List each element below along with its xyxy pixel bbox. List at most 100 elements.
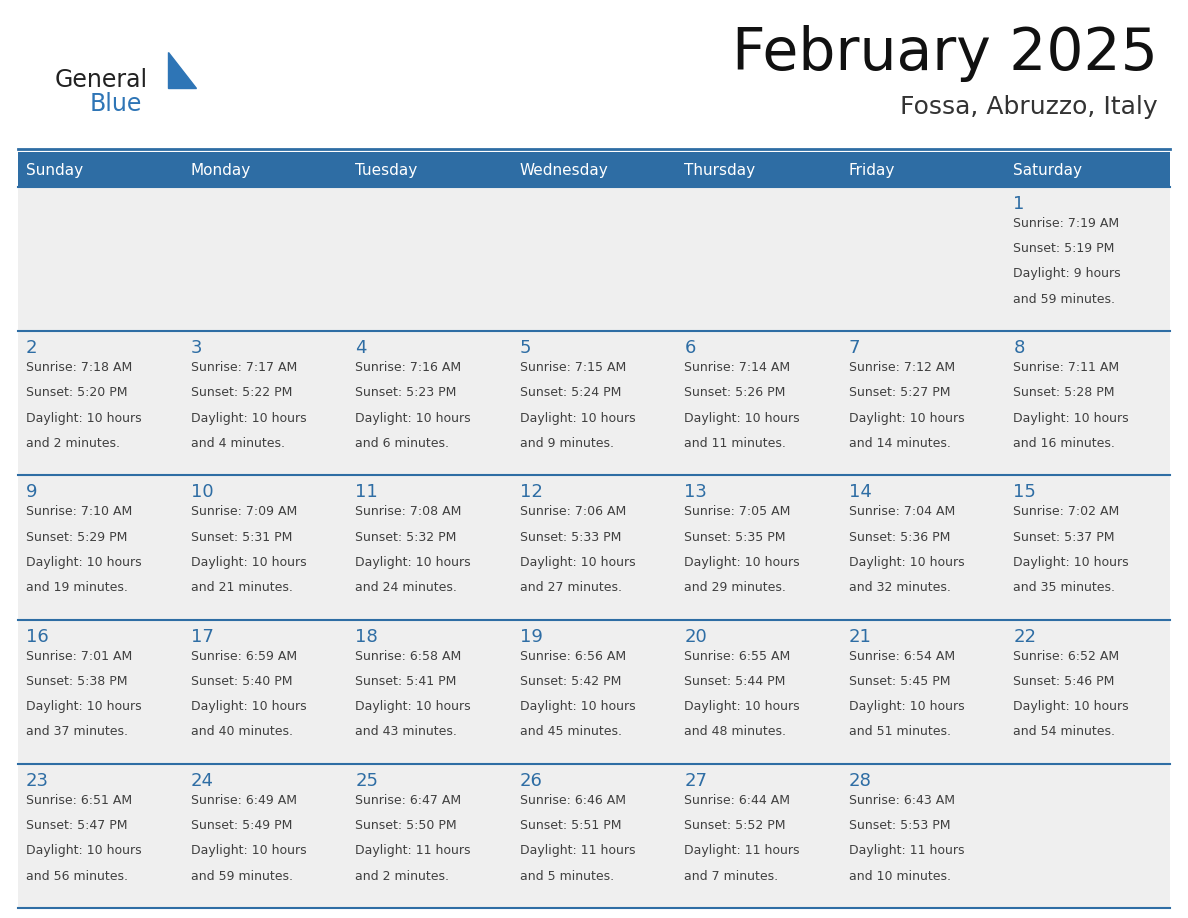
- Text: Monday: Monday: [190, 163, 251, 178]
- Text: Daylight: 10 hours: Daylight: 10 hours: [849, 411, 965, 425]
- Text: Sunset: 5:53 PM: Sunset: 5:53 PM: [849, 819, 950, 832]
- Text: Sunset: 5:40 PM: Sunset: 5:40 PM: [190, 675, 292, 688]
- Bar: [676, 764, 841, 908]
- Text: Daylight: 9 hours: Daylight: 9 hours: [1013, 267, 1121, 281]
- Text: 8: 8: [1013, 339, 1025, 357]
- Bar: [1005, 620, 1170, 764]
- Text: and 32 minutes.: and 32 minutes.: [849, 581, 950, 594]
- Text: and 5 minutes.: and 5 minutes.: [519, 869, 614, 882]
- Bar: [18, 476, 183, 620]
- Bar: [183, 764, 347, 908]
- Text: Sunrise: 7:02 AM: Sunrise: 7:02 AM: [1013, 506, 1119, 519]
- Bar: [183, 152, 347, 187]
- Text: 22: 22: [1013, 628, 1036, 645]
- Text: and 2 minutes.: and 2 minutes.: [355, 869, 449, 882]
- Text: Sunset: 5:38 PM: Sunset: 5:38 PM: [26, 675, 127, 688]
- Text: Daylight: 10 hours: Daylight: 10 hours: [190, 845, 307, 857]
- Text: 11: 11: [355, 484, 378, 501]
- Bar: [18, 764, 183, 908]
- Text: and 19 minutes.: and 19 minutes.: [26, 581, 128, 594]
- Text: and 27 minutes.: and 27 minutes.: [519, 581, 621, 594]
- Text: 15: 15: [1013, 484, 1036, 501]
- Bar: [841, 187, 1005, 331]
- Text: Sunrise: 7:04 AM: Sunrise: 7:04 AM: [849, 506, 955, 519]
- Text: Daylight: 10 hours: Daylight: 10 hours: [519, 411, 636, 425]
- Text: 2: 2: [26, 339, 38, 357]
- Text: Sunrise: 6:54 AM: Sunrise: 6:54 AM: [849, 650, 955, 663]
- Text: 21: 21: [849, 628, 872, 645]
- Text: and 11 minutes.: and 11 minutes.: [684, 437, 786, 450]
- Text: Daylight: 10 hours: Daylight: 10 hours: [26, 411, 141, 425]
- Text: and 37 minutes.: and 37 minutes.: [26, 725, 128, 738]
- Text: and 59 minutes.: and 59 minutes.: [190, 869, 292, 882]
- Text: Sunset: 5:44 PM: Sunset: 5:44 PM: [684, 675, 785, 688]
- Text: and 10 minutes.: and 10 minutes.: [849, 869, 950, 882]
- Text: Daylight: 10 hours: Daylight: 10 hours: [1013, 700, 1129, 713]
- Bar: [1005, 764, 1170, 908]
- Text: Daylight: 10 hours: Daylight: 10 hours: [355, 556, 470, 569]
- Text: and 24 minutes.: and 24 minutes.: [355, 581, 457, 594]
- Text: Daylight: 10 hours: Daylight: 10 hours: [26, 556, 141, 569]
- Text: Daylight: 11 hours: Daylight: 11 hours: [849, 845, 965, 857]
- Bar: [676, 331, 841, 476]
- Text: Daylight: 11 hours: Daylight: 11 hours: [355, 845, 470, 857]
- Text: Sunrise: 7:08 AM: Sunrise: 7:08 AM: [355, 506, 461, 519]
- Bar: [18, 620, 183, 764]
- Text: Sunset: 5:29 PM: Sunset: 5:29 PM: [26, 531, 127, 543]
- Bar: [676, 152, 841, 187]
- Text: Daylight: 10 hours: Daylight: 10 hours: [190, 411, 307, 425]
- Text: Sunset: 5:28 PM: Sunset: 5:28 PM: [1013, 386, 1114, 399]
- Text: Sunrise: 7:15 AM: Sunrise: 7:15 AM: [519, 361, 626, 375]
- Text: Daylight: 10 hours: Daylight: 10 hours: [1013, 411, 1129, 425]
- Bar: [347, 331, 512, 476]
- Text: 20: 20: [684, 628, 707, 645]
- Text: Sunrise: 6:51 AM: Sunrise: 6:51 AM: [26, 794, 132, 807]
- Text: Sunrise: 7:05 AM: Sunrise: 7:05 AM: [684, 506, 791, 519]
- Text: Sunrise: 7:01 AM: Sunrise: 7:01 AM: [26, 650, 132, 663]
- Text: and 40 minutes.: and 40 minutes.: [190, 725, 292, 738]
- Text: and 54 minutes.: and 54 minutes.: [1013, 725, 1116, 738]
- Text: 10: 10: [190, 484, 213, 501]
- Text: Daylight: 10 hours: Daylight: 10 hours: [355, 700, 470, 713]
- Text: 12: 12: [519, 484, 543, 501]
- Bar: [841, 620, 1005, 764]
- Text: Sunset: 5:23 PM: Sunset: 5:23 PM: [355, 386, 456, 399]
- Text: and 29 minutes.: and 29 minutes.: [684, 581, 786, 594]
- Text: Sunrise: 7:17 AM: Sunrise: 7:17 AM: [190, 361, 297, 375]
- Bar: [183, 331, 347, 476]
- Text: Sunset: 5:32 PM: Sunset: 5:32 PM: [355, 531, 456, 543]
- Text: Daylight: 10 hours: Daylight: 10 hours: [519, 556, 636, 569]
- Text: 16: 16: [26, 628, 49, 645]
- Text: 28: 28: [849, 772, 872, 789]
- Text: Sunset: 5:24 PM: Sunset: 5:24 PM: [519, 386, 621, 399]
- Text: 13: 13: [684, 484, 707, 501]
- Text: Sunrise: 7:06 AM: Sunrise: 7:06 AM: [519, 506, 626, 519]
- Text: Daylight: 10 hours: Daylight: 10 hours: [849, 556, 965, 569]
- Bar: [512, 331, 676, 476]
- Text: Daylight: 10 hours: Daylight: 10 hours: [190, 556, 307, 569]
- Text: and 51 minutes.: and 51 minutes.: [849, 725, 950, 738]
- Bar: [512, 620, 676, 764]
- Text: Daylight: 10 hours: Daylight: 10 hours: [684, 411, 800, 425]
- Bar: [18, 331, 183, 476]
- Text: and 16 minutes.: and 16 minutes.: [1013, 437, 1116, 450]
- Bar: [347, 152, 512, 187]
- Text: Sunset: 5:36 PM: Sunset: 5:36 PM: [849, 531, 950, 543]
- Text: Sunrise: 7:18 AM: Sunrise: 7:18 AM: [26, 361, 132, 375]
- Text: and 7 minutes.: and 7 minutes.: [684, 869, 778, 882]
- Text: Sunrise: 6:59 AM: Sunrise: 6:59 AM: [190, 650, 297, 663]
- Text: and 56 minutes.: and 56 minutes.: [26, 869, 128, 882]
- Bar: [347, 620, 512, 764]
- Text: 26: 26: [519, 772, 543, 789]
- Text: and 6 minutes.: and 6 minutes.: [355, 437, 449, 450]
- Text: Sunrise: 6:47 AM: Sunrise: 6:47 AM: [355, 794, 461, 807]
- Bar: [1005, 152, 1170, 187]
- Polygon shape: [168, 52, 196, 88]
- Text: Sunrise: 7:11 AM: Sunrise: 7:11 AM: [1013, 361, 1119, 375]
- Text: Sunset: 5:41 PM: Sunset: 5:41 PM: [355, 675, 456, 688]
- Text: Sunrise: 6:58 AM: Sunrise: 6:58 AM: [355, 650, 461, 663]
- Text: Sunset: 5:52 PM: Sunset: 5:52 PM: [684, 819, 785, 832]
- Text: 18: 18: [355, 628, 378, 645]
- Bar: [1005, 187, 1170, 331]
- Text: 9: 9: [26, 484, 38, 501]
